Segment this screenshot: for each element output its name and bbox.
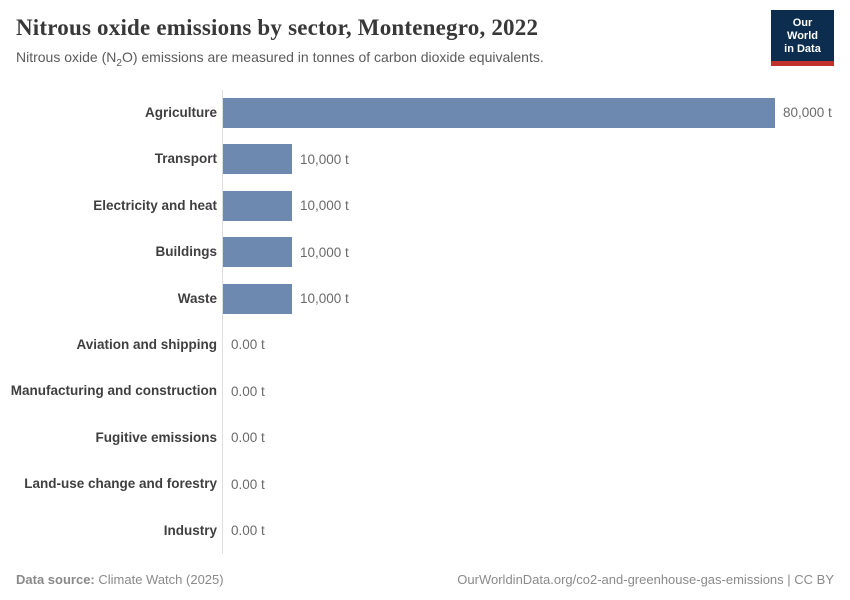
chart-title: Nitrous oxide emissions by sector, Monte… (16, 15, 539, 40)
bar-value-label: 10,000 t (300, 244, 349, 260)
owid-url-link[interactable]: OurWorldinData.org/co2-and-greenhouse-ga… (457, 572, 834, 587)
bar-value-label: 0.00 t (231, 476, 265, 492)
bar-row: Industry 0.00 t (0, 507, 850, 554)
bar-row: Fugitive emissions 0.00 t (0, 414, 850, 461)
bar[interactable] (223, 283, 292, 314)
bar-track: 0.00 t (222, 507, 850, 554)
bar-category-label: Agriculture (144, 104, 217, 120)
owid-logo-line1: Our World (787, 17, 818, 42)
bar-value-label: 80,000 t (783, 105, 832, 121)
bar-row: Aviation and shipping 0.00 t (0, 321, 850, 369)
bar[interactable] (223, 190, 292, 221)
bar-category-label: Industry (163, 522, 217, 538)
data-source-label: Data source: (16, 572, 95, 587)
bar-track: 10,000 t (222, 136, 850, 183)
bar-track: 10,000 t (222, 275, 850, 322)
subtitle-text-post: O) emissions are measured in tonnes of c… (121, 49, 544, 65)
bar-row: Electricity and heat 10,000 t (0, 182, 850, 229)
bar-value-label: 10,000 t (300, 151, 349, 167)
bar[interactable] (223, 144, 292, 175)
bar-row: Buildings 10,000 t (0, 228, 850, 276)
chart-rows: Agriculture 80,000 t Transport 10,000 t Elec… (0, 89, 850, 554)
bar-row: Agriculture 80,000 t (0, 89, 850, 137)
bar-value-label: 0.00 t (231, 430, 265, 446)
bar-value-label: 0.00 t (231, 337, 265, 353)
data-source-value: Climate Watch (2025) (94, 572, 224, 587)
bar-value-label: 10,000 t (300, 198, 349, 214)
bar-track: 10,000 t (222, 182, 850, 229)
bar-track: 0.00 t (222, 321, 850, 369)
owid-logo: Our World in Data (771, 10, 834, 66)
bar-track: 10,000 t (222, 228, 850, 276)
bar-value-label: 0.00 t (231, 383, 265, 399)
chart-footer: Data source: Climate Watch (2025) OurWor… (16, 572, 834, 588)
subtitle-text-pre: Nitrous oxide (N (16, 49, 117, 65)
chart-header: Nitrous oxide emissions by sector, Monte… (0, 0, 850, 72)
bar-category-label: Fugitive emissions (95, 429, 217, 445)
bar-category-label: Aviation and shipping (76, 336, 218, 352)
bar-category-label: Transport (154, 151, 217, 167)
subtitle-subscript: 2 (116, 57, 122, 69)
chart-subtitle: Nitrous oxide (N2O) emissions are measur… (16, 49, 834, 72)
bar-category-label: Waste (177, 290, 217, 306)
bar-track: 0.00 t (222, 368, 850, 415)
owid-logo-line2: in Data (784, 43, 821, 55)
bar-category-label: Manufacturing and construction (10, 383, 217, 399)
bar-category-label: Buildings (155, 244, 218, 260)
bar-category-label: Electricity and heat (93, 197, 217, 213)
bar[interactable] (223, 237, 292, 268)
bar[interactable] (223, 97, 775, 128)
bar-row: Transport 10,000 t (0, 136, 850, 183)
bar-value-label: 10,000 t (300, 291, 349, 307)
bar-track: 80,000 t (222, 89, 850, 137)
bar-row: Waste 10,000 t (0, 275, 850, 322)
bar-value-label: 0.00 t (231, 523, 265, 538)
bar-track: 0.00 t (222, 414, 850, 461)
bar-chart: Agriculture 80,000 t Transport 10,000 t Elec… (0, 89, 850, 554)
bar-row: Manufacturing and construction 0.00 t (0, 368, 850, 415)
data-source: Data source: Climate Watch (2025) (16, 572, 224, 588)
bar-track: 0.00 t (222, 460, 850, 508)
bar-category-label: Land-use change and forestry (24, 476, 217, 492)
bar-row: Land-use change and forestry 0.00 t (0, 460, 850, 508)
